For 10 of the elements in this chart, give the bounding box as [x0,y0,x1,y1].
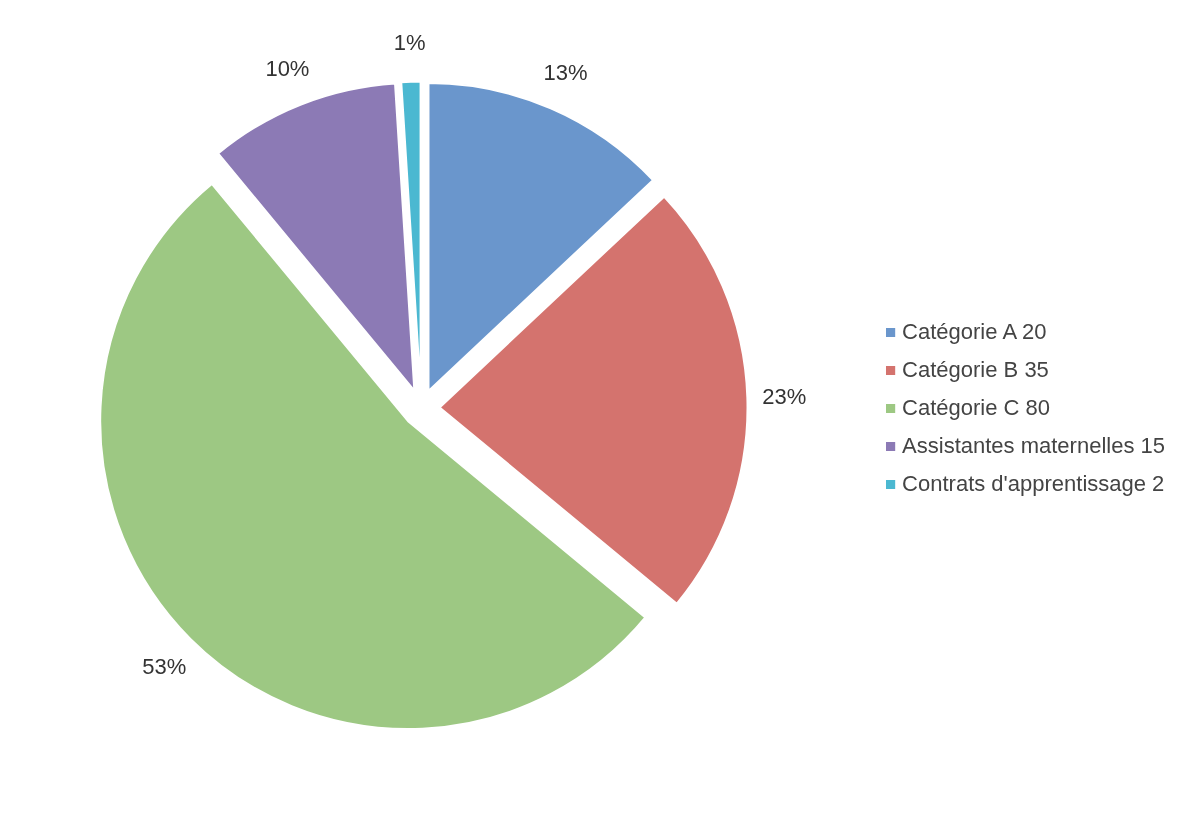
legend-label: Contrats d'apprentissage 2 [902,470,1165,497]
legend-label: Catégorie B 35 [902,356,1049,383]
legend-label: Catégorie A 20 [902,318,1047,345]
data-label: 1% [393,30,426,56]
data-label: 53% [142,653,187,679]
data-label: 23% [762,384,807,410]
legend-label: Assistantes maternelles 15 [902,432,1165,459]
legend-label: Catégorie C 80 [902,394,1051,421]
data-label: 10% [265,55,310,81]
data-label: 13% [543,60,588,86]
